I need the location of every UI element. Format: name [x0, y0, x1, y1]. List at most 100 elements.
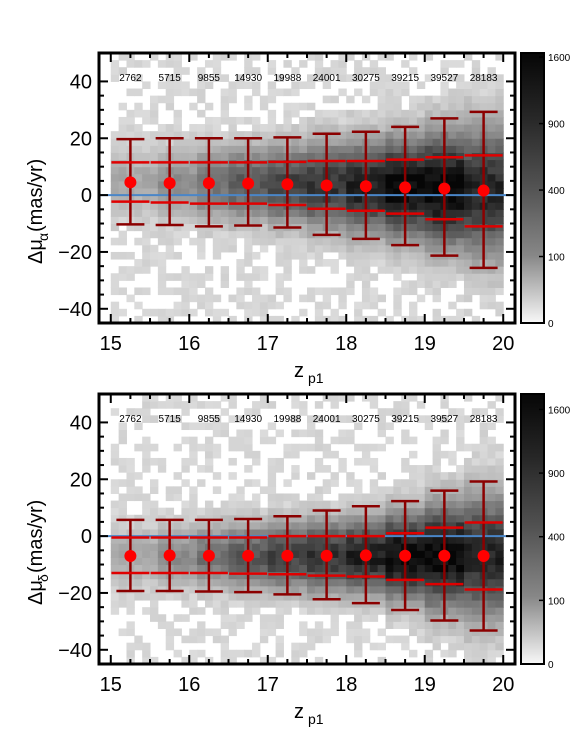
heatmap-cell — [291, 585, 300, 594]
heatmap-cell — [448, 408, 457, 416]
heatmap-cell — [409, 436, 418, 445]
heatmap-cell — [181, 465, 190, 473]
heatmap-cell — [424, 251, 434, 260]
heatmap-cell — [197, 237, 206, 246]
heatmap-cell — [157, 60, 167, 68]
heatmap-cell — [463, 600, 473, 608]
heatmap-cell — [330, 145, 339, 153]
heatmap-cell — [354, 493, 363, 502]
heatmap-cell — [157, 216, 167, 225]
x-axis-title-sub: p1 — [308, 370, 324, 386]
heatmap-cell — [346, 95, 355, 104]
heatmap-cell — [479, 465, 489, 473]
heatmap-cell — [236, 486, 245, 494]
heatmap-cell — [448, 273, 457, 281]
heatmap-cell — [377, 166, 386, 175]
heatmap-cell — [495, 138, 504, 146]
heatmap-cell — [267, 628, 277, 637]
heatmap-cell — [228, 244, 237, 253]
heatmap-cell — [354, 621, 363, 629]
heatmap-cell — [338, 607, 347, 615]
heatmap-cell — [291, 543, 300, 551]
heatmap-cell — [165, 60, 175, 68]
heatmap-cell — [142, 443, 151, 452]
heatmap-cell — [228, 53, 237, 61]
heatmap-cell — [126, 251, 135, 260]
heatmap-cell — [259, 230, 269, 239]
heatmap-cell — [456, 159, 465, 168]
heatmap-cell — [142, 408, 151, 416]
heatmap-cell — [150, 251, 159, 260]
heatmap-cell — [228, 543, 237, 551]
heatmap-cell — [416, 564, 426, 573]
heatmap-cell — [307, 195, 316, 203]
heatmap-cell — [291, 578, 300, 587]
heatmap-cell — [479, 450, 489, 459]
heatmap-cell — [181, 145, 190, 153]
heatmap-cell — [369, 443, 379, 452]
heatmap-cell — [432, 259, 441, 267]
heatmap-cell — [393, 195, 402, 203]
heatmap-cell — [157, 592, 167, 601]
heatmap-cell — [150, 514, 159, 523]
heatmap-cell — [495, 557, 504, 566]
heatmap-cell — [409, 521, 418, 530]
heatmap-cell — [416, 635, 426, 644]
heatmap-cell — [456, 145, 465, 153]
heatmap-cell — [142, 266, 151, 274]
heatmap-cell — [463, 195, 473, 203]
heatmap-cell — [220, 74, 230, 82]
heatmap-cell — [142, 251, 151, 260]
heatmap-cell — [487, 301, 496, 310]
heatmap-cell — [471, 230, 481, 239]
heatmap-cell — [393, 95, 402, 104]
heatmap-cell — [236, 230, 245, 239]
heatmap-cell — [424, 550, 434, 558]
heatmap-cell — [495, 394, 504, 402]
heatmap-cell — [118, 251, 127, 260]
x-tick-label: 19 — [414, 674, 436, 696]
heatmap-cell — [448, 116, 457, 125]
heatmap-cell — [220, 102, 230, 111]
heatmap-cell — [244, 280, 253, 288]
heatmap-cell — [150, 536, 159, 544]
heatmap-cell — [236, 287, 245, 296]
heatmap-cell — [157, 223, 167, 232]
heatmap-cell — [291, 131, 300, 139]
heatmap-cell — [495, 450, 504, 459]
heatmap-cell — [471, 450, 481, 459]
data-point — [359, 180, 372, 193]
heatmap-cell — [314, 195, 324, 203]
heatmap-cell — [330, 188, 339, 196]
heatmap-cell — [259, 550, 269, 558]
heatmap-cell — [487, 514, 496, 523]
heatmap-cell — [361, 457, 371, 466]
heatmap-cell — [173, 124, 182, 132]
heatmap-cell — [157, 550, 167, 558]
heatmap-cell — [134, 188, 143, 196]
heatmap-cell — [236, 81, 245, 90]
heatmap-cell — [126, 266, 135, 274]
heatmap-cell — [181, 401, 190, 409]
heatmap-cell — [424, 209, 434, 217]
heatmap-cell — [377, 74, 386, 82]
heatmap-cell — [424, 422, 434, 431]
heatmap-cell — [456, 543, 465, 551]
heatmap-cell — [416, 244, 426, 253]
heatmap-cell — [252, 53, 261, 61]
heatmap-cell — [385, 237, 394, 246]
heatmap-cell — [448, 244, 457, 253]
heatmap-cell — [220, 131, 230, 139]
heatmap-cell — [487, 422, 496, 431]
heatmap-cell — [471, 202, 481, 210]
heatmap-cell — [369, 465, 379, 473]
heatmap-cell — [150, 230, 159, 239]
heatmap-cell — [456, 308, 465, 317]
heatmap-cell — [354, 628, 363, 637]
heatmap-cell — [212, 507, 222, 516]
heatmap-cell — [165, 124, 175, 132]
heatmap-cell — [369, 394, 379, 402]
heatmap-cell — [259, 614, 269, 622]
heatmap-cell — [236, 145, 245, 153]
heatmap-cell — [369, 60, 379, 68]
